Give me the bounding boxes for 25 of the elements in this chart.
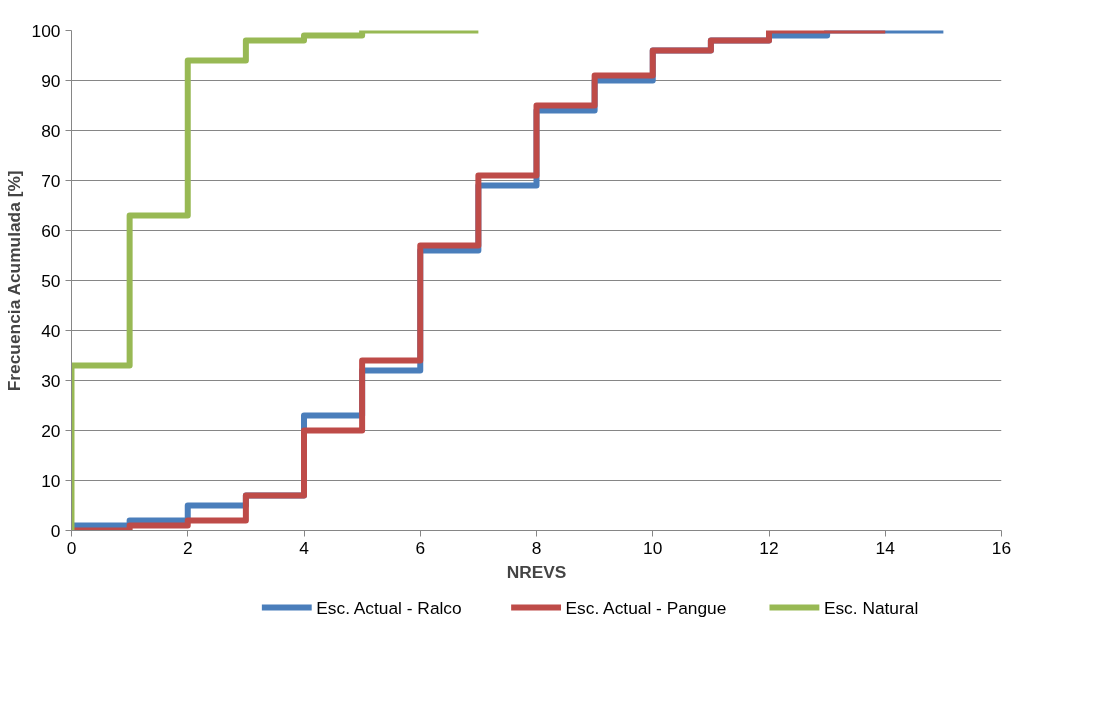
x-tick-label: 8 — [531, 537, 542, 558]
y-tick-label: 90 — [41, 70, 61, 91]
x-tick-label: 10 — [643, 537, 663, 558]
y-tick-label: 0 — [50, 520, 61, 541]
y-tick-label: 60 — [41, 220, 61, 241]
y-axis-title: Frecuencia Acumulada [%] — [3, 170, 24, 392]
x-tick-label: 14 — [875, 537, 896, 558]
y-tick-label: 100 — [31, 20, 61, 41]
y-tick-label: 40 — [41, 320, 61, 341]
x-tick-label: 0 — [66, 537, 77, 558]
x-tick-label: 12 — [759, 537, 779, 558]
x-tick-label: 4 — [299, 537, 310, 558]
y-tick-label: 30 — [41, 370, 61, 391]
legend-label: Esc. Actual - Pangue — [565, 597, 727, 618]
y-tick-label: 50 — [41, 270, 61, 291]
y-tick-label: 20 — [41, 420, 61, 441]
x-tick-label: 6 — [415, 537, 426, 558]
x-axis-title: NREVS — [506, 561, 567, 582]
y-tick-label: 80 — [41, 120, 61, 141]
y-tick-label: 70 — [41, 170, 61, 191]
y-tick-label: 10 — [41, 470, 61, 491]
x-tick-label: 16 — [991, 537, 1012, 558]
legend-label: Esc. Natural — [823, 597, 919, 618]
legend-label: Esc. Actual - Ralco — [316, 597, 462, 618]
x-tick-label: 2 — [182, 537, 193, 558]
